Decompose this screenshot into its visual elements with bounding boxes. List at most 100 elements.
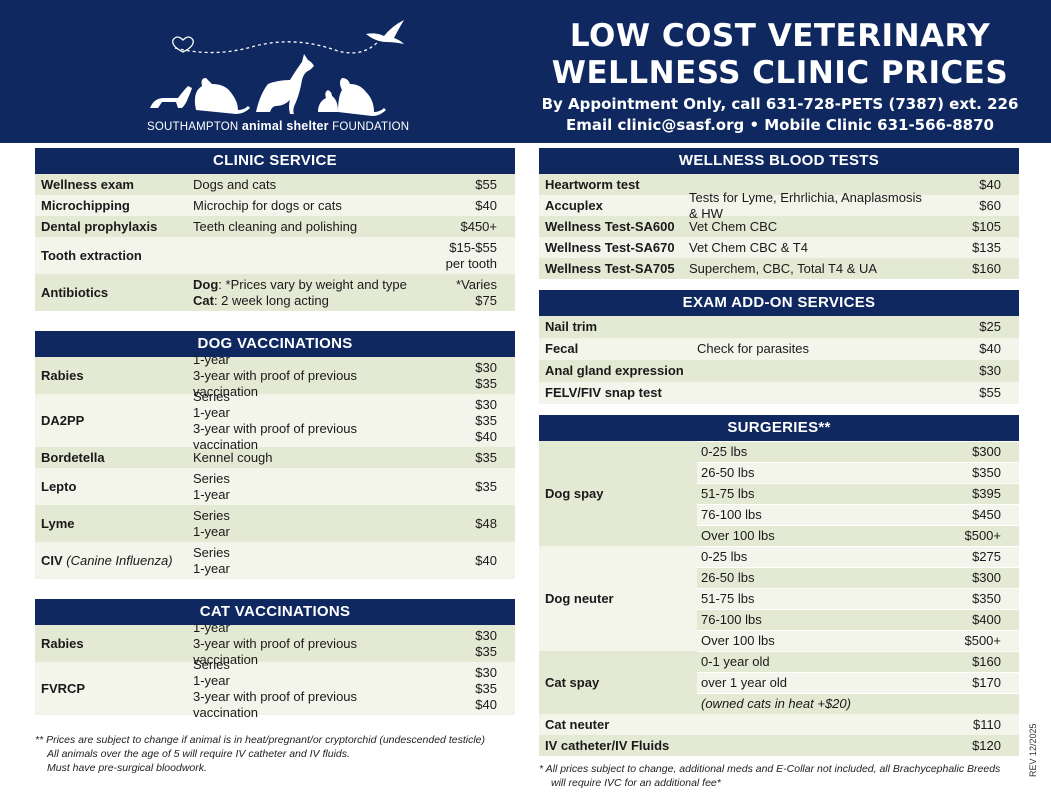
right-column: WELLNESS BLOOD TESTS Heartworm test $40 Acc…: [539, 148, 1019, 767]
price-row: Wellness Test-SA705 Superchem, CBC, Total…: [539, 258, 1019, 279]
service-name: Bordetella: [35, 450, 193, 466]
price-row: Cat spay 0-1 year old $160 over 1 year old $…: [539, 651, 1019, 714]
subtitle: Email clinic@sasf.org • Mobile Clinic 63…: [566, 116, 994, 134]
price-row: FVRCP Series 1-year 3-year with proof of pr…: [35, 657, 515, 720]
section-header: CLINIC SERVICE: [35, 148, 515, 174]
description-text: : 2 week long acting: [213, 292, 329, 308]
price-line: $40: [475, 552, 497, 568]
section: CLINIC SERVICE Wellness exam Dogs and cats…: [35, 148, 515, 311]
price-line: $35: [475, 449, 497, 465]
name-text: Cat neuter: [545, 716, 610, 732]
name-text: Anal gland expression: [545, 363, 684, 378]
price-row: Dog neuter 0-25 lbs $275 26-50 lbs $300 51-75…: [539, 546, 1019, 651]
price-row: Lyme Series 1-year $48: [35, 505, 515, 542]
name-text: Bordetella: [41, 449, 105, 465]
service-name: Rabies: [35, 368, 193, 384]
service-name: Cat neuter: [539, 717, 697, 733]
price: $48: [425, 516, 515, 532]
price: $350: [972, 465, 1001, 480]
section: EXAM ADD-ON SERVICES Nail trim $25 Fecal Che…: [539, 290, 1019, 404]
description: Series 1-year 3-year with proof of previou…: [193, 389, 425, 453]
description: Series 1-year: [193, 508, 425, 540]
footnote-line: ** Prices are subject to change if anima…: [35, 734, 485, 746]
price-line: $30: [475, 627, 497, 643]
description-line: 1-year: [193, 560, 230, 576]
description: 0-25 lbs: [701, 444, 748, 459]
sub-row: (owned cats in heat +$20): [697, 693, 1019, 714]
price: $170: [972, 675, 1001, 690]
name-text: Lepto: [41, 478, 77, 494]
footnote-line: will require IVC for an additional fee*: [551, 777, 721, 789]
section-header: WELLNESS BLOOD TESTS: [539, 148, 1019, 174]
service-name: Wellness Test-SA670: [539, 240, 689, 256]
price: $300: [972, 570, 1001, 585]
description-line: Kennel cough: [193, 449, 273, 465]
description: 1-year 3-year with proof of previous vacc…: [193, 620, 425, 668]
name-text: Tooth extraction: [41, 247, 142, 263]
description: Vet Chem CBC & T4: [689, 240, 929, 256]
service-name: Wellness exam: [35, 177, 193, 193]
footnote-line: * All prices subject to change, addition…: [539, 763, 1001, 775]
name-text: Antibiotics: [41, 284, 109, 300]
price-row: Lepto Series 1-year $35: [35, 468, 515, 505]
name-text: Wellness Test-SA600: [545, 218, 675, 234]
price: $40: [425, 198, 515, 214]
name-text: FVRCP: [41, 680, 86, 696]
description: 51-75 lbs: [701, 591, 755, 606]
footnote-line: All animals over the age of 5 will requi…: [47, 748, 350, 760]
price: $275: [972, 549, 1001, 564]
service-name: Tooth extraction: [35, 248, 193, 264]
description-line: 3-year with proof of previous vaccinatio…: [193, 367, 358, 399]
price: $40: [929, 341, 1019, 357]
service-name: Accuplex: [539, 198, 689, 214]
price-line: $30: [475, 664, 497, 680]
price: $400: [972, 612, 1001, 627]
service-name: Nail trim: [539, 319, 697, 335]
price: $300: [972, 444, 1001, 459]
left-footnote: ** Prices are subject to change if anima…: [35, 733, 485, 775]
description-line: Vet Chem CBC: [689, 218, 778, 234]
price-row: Microchipping Microchip for dogs or cats $…: [35, 195, 515, 216]
price: $55: [929, 385, 1019, 401]
description: 1-year 3-year with proof of previous vacc…: [193, 352, 425, 400]
sub-row: 76-100 lbs $400: [697, 609, 1019, 630]
name-text: Rabies: [41, 367, 84, 383]
price: $30: [929, 363, 1019, 379]
left-column: CLINIC SERVICE Wellness exam Dogs and cats…: [35, 148, 515, 735]
service-name: IV catheter/IV Fluids: [539, 738, 697, 754]
description: Dogs and cats: [193, 177, 425, 193]
description-line: Teeth cleaning and polishing: [193, 218, 358, 234]
description: 0-25 lbs: [701, 549, 748, 564]
section-header: SURGERIES**: [539, 415, 1019, 441]
sub-row: 76-100 lbs $450: [697, 504, 1019, 525]
description-line: 1-year: [193, 672, 230, 688]
section-header: CAT VACCINATIONS: [35, 599, 515, 625]
price-line: $40: [979, 176, 1001, 192]
description: Kennel cough: [193, 450, 425, 466]
name-text: Dog neuter: [545, 590, 614, 606]
service-name: Lepto: [35, 479, 193, 495]
revision: REV 12/2025: [1028, 723, 1038, 777]
service-name: Microchipping: [35, 198, 193, 214]
service-name: FELV/FIV snap test: [539, 385, 697, 401]
description-line: 3-year with proof of previous vaccinatio…: [193, 688, 358, 720]
description: Superchem, CBC, Total T4 & UA: [689, 261, 929, 277]
service-name: CIV (Canine Influenza): [35, 553, 193, 569]
section-header: DOG VACCINATIONS: [35, 331, 515, 357]
section-header: EXAM ADD-ON SERVICES: [539, 290, 1019, 316]
title: WELLNESS CLINIC PRICES: [551, 55, 1009, 91]
price: $160: [929, 261, 1019, 277]
name-text: Wellness Test-SA705: [545, 260, 675, 276]
price-line: $55: [979, 385, 1001, 400]
footnote-line: Must have pre-surgical bloodwork.: [47, 762, 207, 774]
service-name: Rabies: [35, 636, 193, 652]
description-line: Series: [193, 388, 230, 404]
name-note: (Canine Influenza): [66, 552, 173, 568]
price-line: $15-$55: [449, 239, 497, 255]
description: Tests for Lyme, Erhrlichia, Anaplasmosis…: [689, 190, 929, 222]
sub-row: 51-75 lbs $395: [697, 483, 1019, 504]
price-row: Wellness exam Dogs and cats $55: [35, 174, 515, 195]
section: CAT VACCINATIONS Rabies 1-year 3-year with …: [35, 599, 515, 720]
sub-row: Over 100 lbs $500+: [697, 630, 1019, 651]
price: $30 $35 $40: [425, 397, 515, 445]
